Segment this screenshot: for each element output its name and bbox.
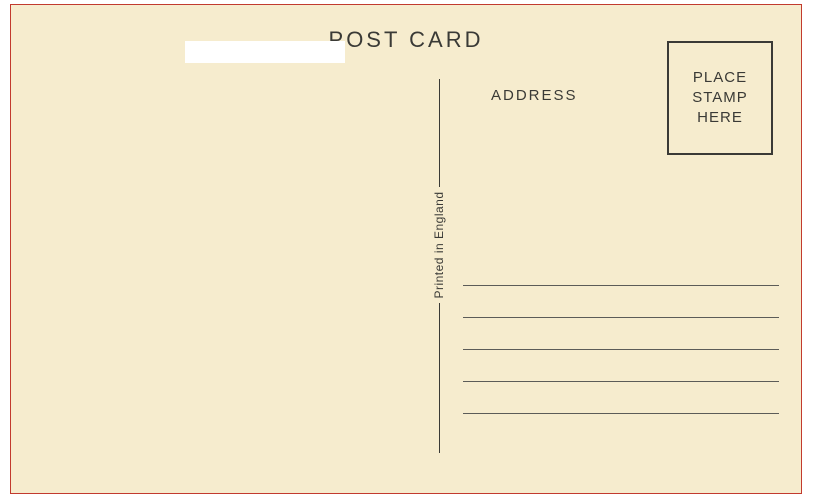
postcard: POST CARD PLACE STAMP HERE ADDRESS Print… <box>10 4 802 494</box>
vertical-divider-top <box>439 79 440 187</box>
printed-in-label: Printed in England <box>432 191 446 298</box>
address-label: ADDRESS <box>491 87 578 104</box>
stamp-text-line: STAMP <box>692 88 748 108</box>
white-overlay-strip <box>185 41 345 63</box>
stamp-text-line: PLACE <box>693 68 747 88</box>
vertical-divider-bottom <box>439 303 440 453</box>
address-lines <box>463 285 779 414</box>
stamp-text-line: HERE <box>697 108 743 128</box>
address-line <box>463 285 779 286</box>
address-line <box>463 317 779 318</box>
address-line <box>463 413 779 414</box>
stamp-box: PLACE STAMP HERE <box>667 41 773 155</box>
address-line <box>463 349 779 350</box>
address-line <box>463 381 779 382</box>
